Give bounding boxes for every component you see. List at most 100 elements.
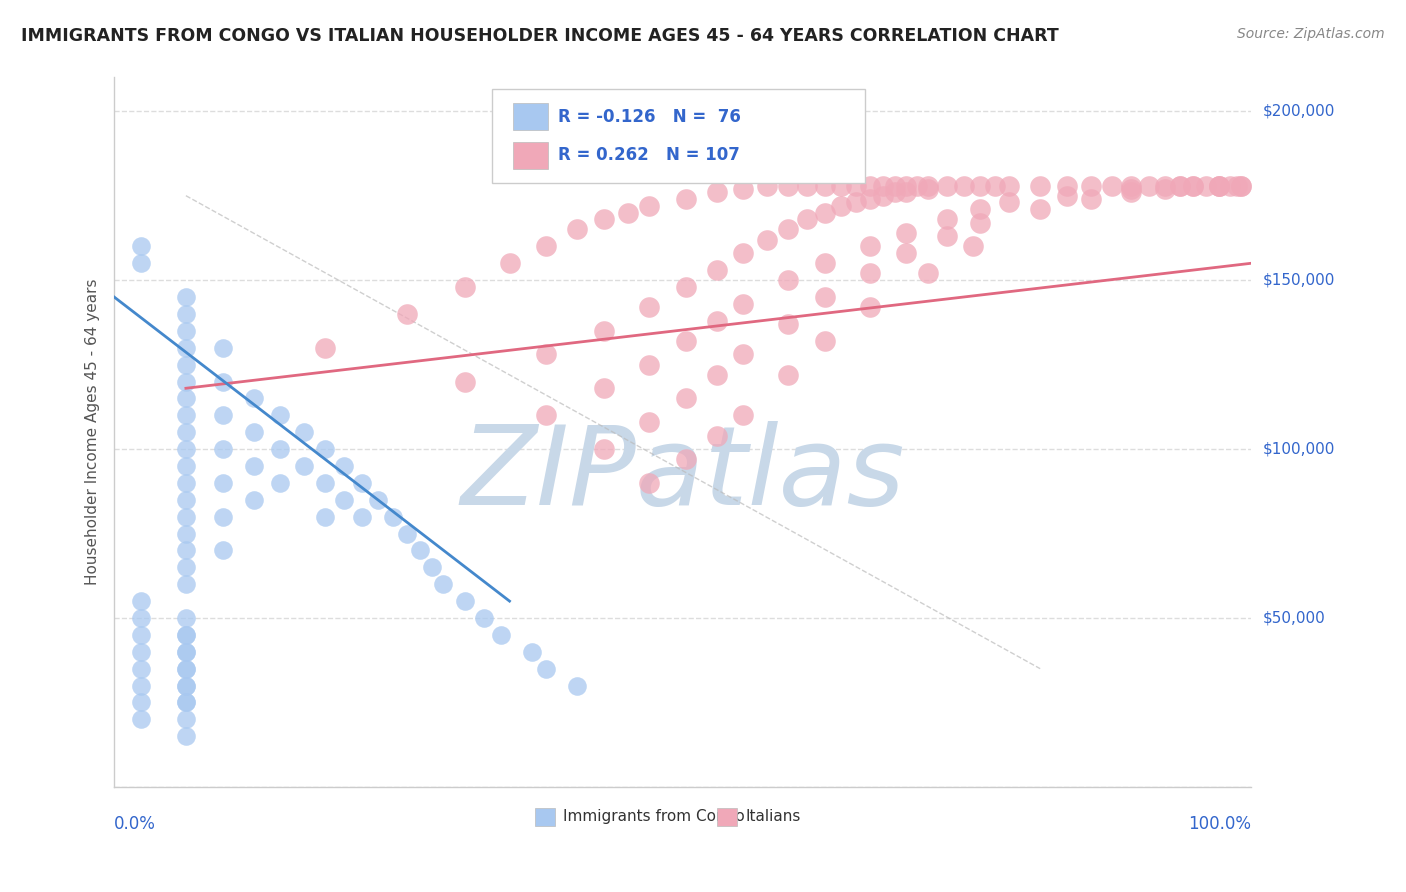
Point [174, 425, 197, 440]
Point [884, 186, 907, 200]
Point [969, 202, 991, 217]
Point [174, 628, 197, 642]
Point [706, 428, 728, 442]
Point [534, 662, 557, 676]
Point [969, 178, 991, 193]
Point [706, 186, 728, 200]
Point [796, 178, 818, 193]
Point [896, 178, 918, 193]
Point [292, 458, 315, 473]
Point [314, 442, 336, 456]
Point [174, 409, 197, 423]
Point [733, 246, 755, 260]
Point [845, 195, 868, 210]
Point [1137, 178, 1160, 193]
Point [593, 324, 616, 338]
Point [1029, 178, 1052, 193]
Text: Italians: Italians [745, 809, 800, 824]
Text: IMMIGRANTS FROM CONGO VS ITALIAN HOUSEHOLDER INCOME AGES 45 - 64 YEARS CORRELATI: IMMIGRANTS FROM CONGO VS ITALIAN HOUSEHO… [21, 27, 1059, 45]
Point [333, 492, 356, 507]
Point [395, 526, 418, 541]
Point [814, 178, 837, 193]
Point [675, 280, 697, 294]
Point [174, 458, 197, 473]
Point [706, 368, 728, 382]
Point [859, 300, 882, 314]
Point [129, 594, 152, 608]
Point [174, 475, 197, 490]
Point [333, 458, 356, 473]
Point [1182, 178, 1205, 193]
Text: R = 0.262   N = 107: R = 0.262 N = 107 [558, 146, 740, 164]
Point [756, 233, 779, 247]
Point [935, 178, 957, 193]
Text: $100,000: $100,000 [1263, 442, 1334, 457]
Point [962, 239, 984, 253]
Point [174, 729, 197, 743]
Point [472, 611, 495, 625]
Point [292, 425, 315, 440]
Point [733, 182, 755, 196]
Point [896, 186, 918, 200]
Text: Source: ZipAtlas.com: Source: ZipAtlas.com [1237, 27, 1385, 41]
Point [778, 222, 800, 236]
Point [174, 290, 197, 304]
Point [174, 696, 197, 710]
Point [935, 229, 957, 244]
Text: 100.0%: 100.0% [1188, 815, 1251, 833]
Point [350, 475, 373, 490]
Point [395, 307, 418, 321]
Point [814, 256, 837, 270]
Point [1208, 178, 1230, 193]
Point [1056, 178, 1078, 193]
Text: $150,000: $150,000 [1263, 273, 1334, 287]
Point [814, 334, 837, 348]
Point [917, 182, 939, 196]
Point [935, 212, 957, 227]
Point [593, 381, 616, 395]
Point [174, 645, 197, 659]
Point [567, 679, 589, 693]
Point [1168, 178, 1191, 193]
Point [174, 324, 197, 338]
Point [174, 358, 197, 372]
Point [174, 375, 197, 389]
Point [242, 392, 264, 406]
Point [174, 628, 197, 642]
Point [269, 442, 291, 456]
Point [638, 475, 661, 490]
Point [1219, 178, 1241, 193]
Point [1195, 178, 1218, 193]
Y-axis label: Householder Income Ages 45 - 64 years: Householder Income Ages 45 - 64 years [86, 279, 100, 585]
Point [242, 492, 264, 507]
Point [491, 628, 513, 642]
Point [706, 314, 728, 328]
Point [675, 334, 697, 348]
Point [174, 611, 197, 625]
Point [211, 341, 233, 355]
Point [174, 442, 197, 456]
Point [174, 645, 197, 659]
Point [778, 317, 800, 331]
Point [756, 178, 779, 193]
Point [453, 280, 475, 294]
Point [174, 509, 197, 524]
Point [733, 347, 755, 361]
Point [1230, 178, 1253, 193]
Point [129, 662, 152, 676]
Point [350, 509, 373, 524]
Point [593, 212, 616, 227]
Point [534, 409, 557, 423]
Point [638, 358, 661, 372]
Point [830, 178, 852, 193]
Point [409, 543, 432, 558]
Point [534, 347, 557, 361]
Point [1182, 178, 1205, 193]
Point [675, 452, 697, 467]
Text: ZIPatlas: ZIPatlas [461, 421, 905, 528]
Point [593, 442, 616, 456]
Point [174, 696, 197, 710]
Point [174, 577, 197, 591]
Point [1230, 178, 1253, 193]
Point [905, 178, 928, 193]
